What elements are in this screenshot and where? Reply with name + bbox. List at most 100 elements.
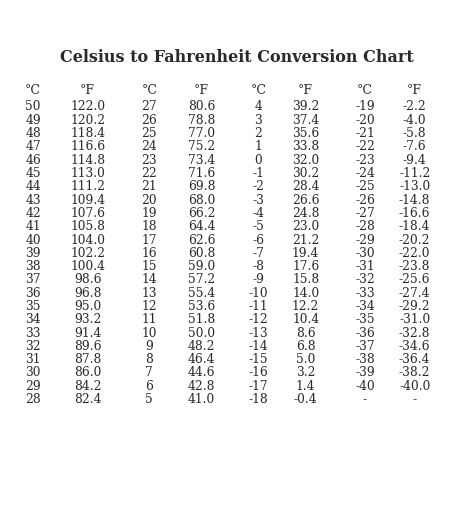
Text: 38: 38 <box>26 260 41 273</box>
Text: 20: 20 <box>142 194 157 207</box>
Text: 13: 13 <box>142 286 157 299</box>
Text: 39: 39 <box>26 247 41 260</box>
Text: 73.4: 73.4 <box>188 154 215 167</box>
Text: 40: 40 <box>26 234 41 247</box>
Text: -18: -18 <box>248 393 268 406</box>
Text: -35: -35 <box>355 313 375 326</box>
Text: 2: 2 <box>255 127 262 140</box>
Text: 24.8: 24.8 <box>292 207 319 220</box>
Text: 82.4: 82.4 <box>74 393 101 406</box>
Text: 5: 5 <box>146 393 153 406</box>
Text: -31.0: -31.0 <box>399 313 430 326</box>
Text: -2: -2 <box>252 180 264 193</box>
Text: °F: °F <box>194 84 209 97</box>
Text: 35: 35 <box>26 300 41 313</box>
Text: °F: °F <box>407 84 422 97</box>
Text: 3: 3 <box>255 114 262 127</box>
Text: 39.2: 39.2 <box>292 101 319 114</box>
Text: 22: 22 <box>141 167 157 180</box>
Text: -38.2: -38.2 <box>399 366 430 379</box>
Text: 104.0: 104.0 <box>70 234 105 247</box>
Text: 41: 41 <box>26 220 41 233</box>
Text: 8: 8 <box>146 353 153 366</box>
Text: 105.8: 105.8 <box>70 220 105 233</box>
Text: -8: -8 <box>252 260 264 273</box>
Text: 23: 23 <box>142 154 157 167</box>
Text: -3: -3 <box>252 194 264 207</box>
Text: 53.6: 53.6 <box>188 300 215 313</box>
Text: -27.4: -27.4 <box>399 286 430 299</box>
Text: -34: -34 <box>355 300 375 313</box>
Text: -11.2: -11.2 <box>399 167 430 180</box>
Text: 1: 1 <box>255 141 262 154</box>
Text: 111.2: 111.2 <box>70 180 105 193</box>
Text: -14: -14 <box>248 340 268 353</box>
Text: 116.6: 116.6 <box>70 141 105 154</box>
Text: 100.4: 100.4 <box>70 260 105 273</box>
Text: 17: 17 <box>142 234 157 247</box>
Text: 5.0: 5.0 <box>296 353 315 366</box>
Text: 10.4: 10.4 <box>292 313 319 326</box>
Text: 60.8: 60.8 <box>188 247 215 260</box>
Text: 120.2: 120.2 <box>70 114 105 127</box>
Text: 33: 33 <box>26 326 41 339</box>
Text: 32: 32 <box>26 340 41 353</box>
Text: -5.8: -5.8 <box>403 127 427 140</box>
Text: 23.0: 23.0 <box>292 220 319 233</box>
Text: 27: 27 <box>142 101 157 114</box>
Text: 46.4: 46.4 <box>188 353 215 366</box>
Text: 46: 46 <box>25 154 41 167</box>
Text: 25: 25 <box>142 127 157 140</box>
Text: 71.6: 71.6 <box>188 167 215 180</box>
Text: 7: 7 <box>146 366 153 379</box>
Text: 95.0: 95.0 <box>74 300 101 313</box>
Text: 34: 34 <box>26 313 41 326</box>
Text: -38: -38 <box>355 353 375 366</box>
Text: -24: -24 <box>355 167 375 180</box>
Text: 84.2: 84.2 <box>74 380 101 393</box>
Text: 66.2: 66.2 <box>188 207 215 220</box>
Text: 31: 31 <box>26 353 41 366</box>
Text: -2.2: -2.2 <box>403 101 427 114</box>
Text: -26: -26 <box>355 194 375 207</box>
Text: 75.2: 75.2 <box>188 141 215 154</box>
Text: 44: 44 <box>25 180 41 193</box>
Text: -25: -25 <box>355 180 375 193</box>
Text: 12: 12 <box>142 300 157 313</box>
Text: 42: 42 <box>25 207 41 220</box>
Text: -23: -23 <box>355 154 375 167</box>
Text: 15: 15 <box>142 260 157 273</box>
Text: 37.4: 37.4 <box>292 114 319 127</box>
Text: 122.0: 122.0 <box>70 101 105 114</box>
Text: 26: 26 <box>141 114 157 127</box>
Text: 113.0: 113.0 <box>70 167 105 180</box>
Text: -4.0: -4.0 <box>403 114 427 127</box>
Text: 96.8: 96.8 <box>74 286 101 299</box>
Text: -: - <box>413 393 417 406</box>
Text: Celsius to Fahrenheit Conversion Chart: Celsius to Fahrenheit Conversion Chart <box>60 49 414 66</box>
Text: -7.6: -7.6 <box>403 141 427 154</box>
Text: -: - <box>363 393 367 406</box>
Text: 49: 49 <box>25 114 41 127</box>
Text: 28.4: 28.4 <box>292 180 319 193</box>
Text: 32.0: 32.0 <box>292 154 319 167</box>
Text: -15: -15 <box>248 353 268 366</box>
Text: -10: -10 <box>248 286 268 299</box>
Text: 89.6: 89.6 <box>74 340 101 353</box>
Text: -21: -21 <box>355 127 375 140</box>
Text: 30: 30 <box>26 366 41 379</box>
Text: -32.8: -32.8 <box>399 326 430 339</box>
Text: -1: -1 <box>252 167 264 180</box>
Text: 68.0: 68.0 <box>188 194 215 207</box>
Text: 64.4: 64.4 <box>188 220 215 233</box>
Text: -19: -19 <box>355 101 375 114</box>
Text: -40: -40 <box>355 380 375 393</box>
Text: 98.6: 98.6 <box>74 274 101 286</box>
Text: 19.4: 19.4 <box>292 247 319 260</box>
Text: 17.6: 17.6 <box>292 260 319 273</box>
Text: -20: -20 <box>355 114 375 127</box>
Text: 87.8: 87.8 <box>74 353 101 366</box>
Text: 14: 14 <box>142 274 157 286</box>
Text: 93.2: 93.2 <box>74 313 101 326</box>
Text: 6.8: 6.8 <box>296 340 316 353</box>
